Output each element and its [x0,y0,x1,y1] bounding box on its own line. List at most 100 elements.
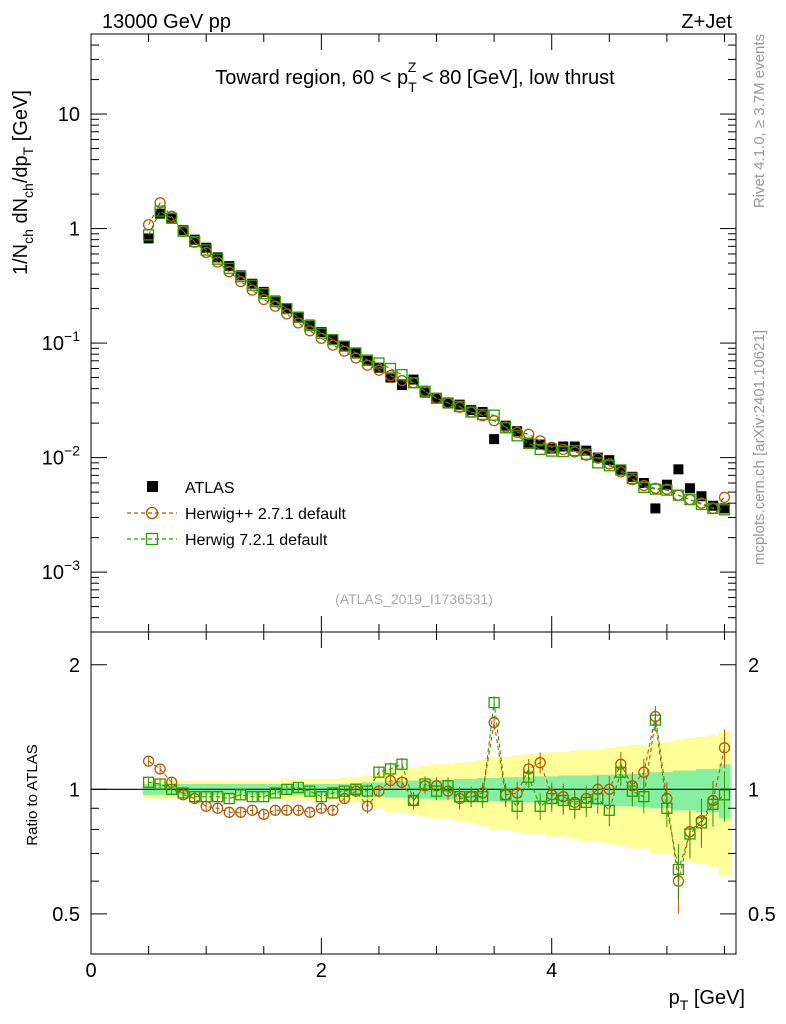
herwig7-ratio-point [557,794,569,807]
herwig7-data-point [373,357,385,369]
main-plot-marks [142,197,731,516]
herwig7-data-point [396,369,408,381]
herwig7-data-point [476,408,489,421]
ratio-plot-frame [90,631,737,955]
herwig7-ratio-point [615,766,627,778]
herwigpp-data-point [718,491,731,503]
y-tick-label: 10 [58,104,80,126]
herwig7-data-point [142,229,155,241]
atlas-data-point [696,491,707,502]
atlas-data-point [420,387,431,398]
ratio-y-tick-label-right: 1 [748,779,759,801]
y-tick-label: 10−3 [42,557,80,584]
uncertainty-band-inner [684,770,697,811]
herwig7-data-point [235,271,247,283]
herwigpp-data-point [396,374,408,387]
herwigpp-ratio-point [281,804,293,816]
herwig7-ratio-point [142,776,155,788]
herwig7-ratio-point [672,863,685,876]
herwig7-ratio-point [315,791,328,803]
herwigpp-ratio-point [258,808,270,821]
atlas-data-point [650,503,661,514]
herwig7-ratio-point [695,817,708,829]
mcplots-reference-label: mcplots.cern.ch [arXiv:2401.10621] [751,330,768,565]
x-tick-label: 2 [316,960,327,982]
herwig7-ratio-point [603,804,615,816]
herwig7-data-point [580,448,592,460]
herwig7-data-point [212,253,224,265]
atlas-data-point [546,443,557,454]
herwigpp-ratio-point [327,804,339,816]
herwigpp-data-point [373,364,385,376]
herwig7-ratio-point [177,787,189,799]
herwig7-data-point [246,279,258,291]
herwig7-data-point [557,445,569,458]
herwigpp-ratio-point [638,766,650,778]
legend-entry-herwigpp: Herwig++ 2.7.1 default [127,506,347,523]
legend-atlas-label: ATLAS [185,480,235,497]
herwig7-ratio-point [465,791,477,803]
herwig7-ratio-point [361,785,374,797]
uncertainty-band-inner [695,768,708,813]
rivet-version-label: Rivet 4.1.0, ≥ 3.7M events [751,34,768,208]
herwigpp-ratio-point [361,800,374,812]
herwigpp-ratio-point [223,806,235,818]
ratio-axis-ticks: 2 2 1 1 0.5 0.5 0 2 4 [52,632,776,982]
herwig7-data-point [177,225,189,237]
herwig7-ratio-point [476,791,489,803]
herwig7-data-point [649,483,662,495]
herwigpp-data-point [154,197,166,209]
herwigpp-ratio-point [292,804,304,816]
herwigpp-ratio-point [246,804,258,816]
uncertainty-band-inner [672,770,685,811]
herwig7-ratio-point [499,789,512,801]
ratio-y-axis-label: Ratio to ATLAS [24,744,41,845]
herwig7-ratio-point [684,828,696,840]
herwig7-data-point [258,288,270,300]
herwig7-data-point [499,422,512,434]
herwig7-data-point [638,481,650,493]
herwig7-data-point [465,406,477,418]
x-tick-label: 4 [546,960,557,982]
herwig7-data-point [200,244,212,256]
herwig7-ratio-point [534,800,546,812]
herwig7-ratio-point [546,792,558,805]
atlas-data-point [454,399,465,410]
herwig7-ratio-point [569,798,581,810]
herwigpp-ratio-point [304,806,316,818]
herwig7-ratio-point [373,766,385,778]
herwig7-data-point [661,484,673,496]
ratio-y-tick-label-right: 0.5 [748,904,776,926]
atlas-data-point [523,437,534,448]
main-axis-ticks: 10 1 10−1 10−2 10−3 [42,33,736,633]
atlas-data-point [235,270,246,281]
herwig7-data-point [223,262,235,274]
series-line-herwig7 [148,210,725,511]
herwigpp-ratio-point [142,755,155,767]
herwig7-data-point [361,354,374,366]
herwig7-ratio-point [661,802,673,814]
herwig7-data-point [384,362,397,375]
herwig7-ratio-point [235,789,247,801]
herwig7-data-point [695,498,708,511]
atlas-data-point [615,464,626,475]
herwig7-ratio-point [384,763,397,775]
herwig7-data-point [442,397,454,409]
y-tick-label: 10−1 [42,328,80,355]
atlas-data-point [385,372,396,383]
atlas-data-point [638,478,649,489]
legend-herwigpp-marker [145,506,159,520]
y-axis-label: 1/Nch dNch/dpT [GeV] [10,90,36,275]
herwig7-ratio-point [338,785,351,797]
herwig7-ratio-point [523,771,535,783]
herwig7-data-point [281,302,293,315]
herwig7-data-point [488,409,500,421]
legend-herwigpp-label: Herwig++ 2.7.1 default [185,506,347,523]
herwigpp-data-point [384,369,397,382]
herwig7-data-point [534,443,546,456]
herwigpp-ratio-point [212,802,224,814]
x-tick-label: 0 [85,960,96,982]
herwig7-ratio-point [488,696,500,709]
herwig7-data-point [546,445,558,457]
analysis-id-label: (ATLAS_2019_I1736531) [335,591,493,607]
